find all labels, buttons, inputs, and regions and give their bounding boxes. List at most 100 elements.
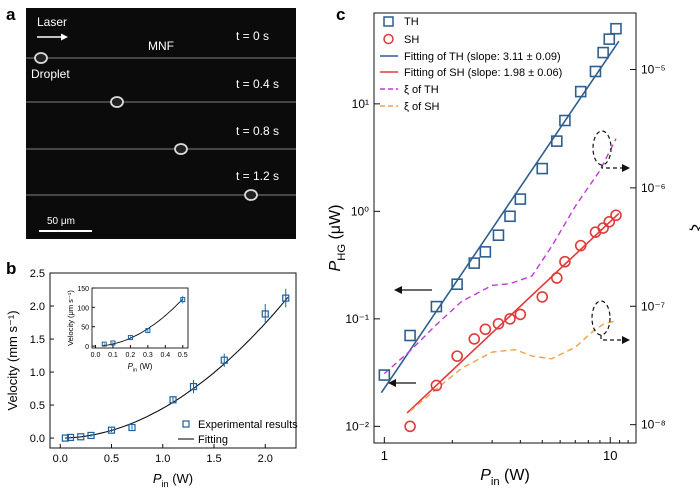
th-data-point (589, 65, 602, 78)
data-point (77, 433, 85, 441)
inset-fitting-curve (102, 298, 184, 347)
x-tick-label: 2.0 (258, 453, 273, 465)
data-point (189, 382, 198, 391)
legend-marker-th (383, 16, 394, 27)
xi-sh-right-axis-indicator-ellipse (591, 300, 611, 336)
sh-data-point (479, 323, 492, 336)
x-tick-label: 0.5 (104, 453, 119, 465)
time-label-0: t = 0 s (236, 29, 269, 43)
sh-data-point (551, 272, 563, 284)
inset-x-axis-label: Pin (W) (128, 362, 153, 373)
x-tick-label: 1.0 (155, 453, 170, 465)
laser-arrow (37, 33, 68, 41)
data-point (169, 396, 177, 404)
inset-y-tick-label: 50 (81, 325, 89, 332)
panel-a-micrograph: Laser MNF Droplet t = 0 s t = 0.4 s t = … (26, 8, 296, 239)
inset-data-point (145, 328, 151, 334)
y-tick-label: 10⁻² (345, 419, 369, 433)
y2-axis-label: ξ (688, 224, 700, 232)
y-tick-label: 2.0 (30, 301, 45, 313)
data-point (66, 433, 75, 442)
th-data-point (504, 210, 516, 223)
droplet-2 (110, 96, 124, 108)
laser-label: Laser (37, 15, 67, 29)
y-tick-label: 0.5 (30, 400, 45, 412)
sh-left-axis-arrow-head (388, 379, 396, 387)
sh-data-point (597, 222, 609, 234)
time-label-2: t = 0.8 s (236, 124, 279, 138)
sh-data-point (559, 255, 571, 268)
th-data-point (492, 229, 505, 241)
th-data-point (378, 369, 391, 381)
th-data-point (536, 162, 549, 175)
th-data-point (514, 193, 527, 205)
panel-b-letter: b (6, 259, 16, 278)
xi-sh-curve (409, 320, 617, 412)
inset-x-tick-label: 0.2 (126, 352, 136, 359)
sh-data-point (603, 215, 616, 228)
panel-b-chart: 0.0 0.5 1.0 1.5 2.0 0.0 0.5 1.0 1.5 2.0 2.5 Pin (W)… (5, 268, 298, 489)
x-tick-label: 10 (603, 448, 617, 463)
th-data-point (479, 246, 492, 258)
th-data-point (559, 114, 571, 127)
xi-th-right-axis-indicator-ellipse (592, 130, 612, 166)
inset-data-point (180, 297, 186, 303)
droplet-3 (174, 143, 188, 155)
th-data-point (468, 257, 481, 269)
th-data-point (574, 85, 587, 98)
inset-y-tick-label: 100 (77, 305, 89, 312)
y-axis-label: Velocity (mm s⁻¹) (5, 310, 20, 410)
inset-x-tick-label: 0.4 (160, 352, 170, 359)
plot-frame (373, 12, 637, 444)
legend-label-sh-fit: Fitting of SH (slope: 1.98 ± 0.06) (404, 67, 562, 79)
data-point (282, 294, 290, 302)
th-fitting-line (380, 40, 620, 394)
x-tick-label: 0.0 (53, 453, 68, 465)
legend-label-xi-th: ξ of TH (404, 84, 439, 96)
time-label-3: t = 1.2 s (236, 169, 279, 183)
legend-label-xi-sh: ξ of SH (404, 101, 440, 113)
y-axis-label: PHG (μW) (327, 205, 348, 272)
y-tick-label: 10⁰ (351, 204, 369, 218)
y-tick-label: 10⁻¹ (345, 312, 369, 326)
sh-data-point (610, 209, 622, 222)
y2-tick-label: 10⁻⁶ (641, 181, 666, 195)
y2-tick-label: 10⁻⁸ (641, 418, 666, 432)
inset-x-tick-label: 0.1 (108, 352, 118, 359)
inset-y-tick-label: 0 (85, 344, 89, 351)
panel-a-letter: a (6, 5, 16, 24)
th-data-point (551, 135, 563, 147)
plot-frame (49, 272, 297, 449)
x-tick-label: 1.5 (206, 453, 221, 465)
fiber-label: MNF (148, 39, 174, 53)
data-point (261, 310, 269, 318)
sh-data-point (492, 317, 505, 330)
data-point (128, 423, 136, 432)
xi-sh-right-axis-indicator-head (622, 336, 630, 344)
data-point (87, 431, 95, 440)
panel-c-letter: c (336, 5, 345, 24)
time-label-1: t = 0.4 s (236, 77, 279, 91)
inset-data-point (127, 335, 133, 341)
inset-y-tick-label: 150 (77, 286, 89, 293)
xi-th-right-axis-indicator-dash (601, 165, 623, 169)
sh-data-point (451, 350, 463, 362)
th-data-point (404, 329, 416, 342)
fitting-curve (65, 297, 289, 439)
legend-label-sh: SH (404, 34, 419, 46)
panel-c-chart: 1 10 10⁻² 10⁻¹ 10⁰ 10¹ 10⁻⁸ 10⁻⁷ 10⁻⁶ 10⁻⁵ Pin (W)… (327, 12, 700, 488)
inset-data-point (101, 341, 107, 347)
th-data-point (451, 278, 463, 291)
xi-sh-right-axis-indicator-dash (600, 335, 623, 341)
sh-data-point (468, 333, 481, 345)
sh-data-point (514, 308, 527, 321)
x-axis-label: Pin (W) (153, 471, 193, 489)
x-tick-label: 1 (381, 448, 388, 463)
legend-marker-sh (383, 33, 394, 45)
droplet-label: Droplet (31, 67, 70, 81)
inset-x-tick-label: 0.0 (91, 352, 101, 359)
legend-label-fitting: Fitting (198, 434, 228, 446)
y-tick-label: 2.5 (30, 268, 45, 280)
scale-bar-label: 50 μm (47, 216, 75, 227)
